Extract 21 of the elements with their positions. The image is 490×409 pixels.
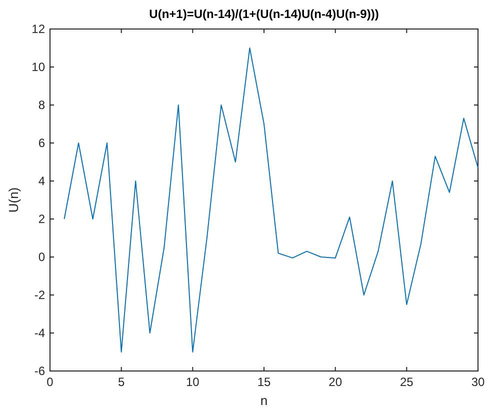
y-tick-label: -4 xyxy=(34,326,46,340)
line-series xyxy=(64,48,478,352)
x-axis-title: n xyxy=(260,393,268,408)
x-tick-label: 10 xyxy=(186,375,200,389)
x-tick-label: 0 xyxy=(46,375,54,389)
x-tick-label: 20 xyxy=(328,375,342,389)
y-tick-label: 10 xyxy=(32,60,46,74)
chart-title: U(n+1)=U(n-14)/(1+(U(n-14)U(n-4)U(n-9))) xyxy=(149,7,379,21)
y-tick-label: 8 xyxy=(38,98,46,112)
y-tick-label: 4 xyxy=(38,174,46,188)
y-tick-label: -6 xyxy=(34,364,46,378)
y-tick-label: 6 xyxy=(38,136,46,150)
x-tick-label: 30 xyxy=(471,375,485,389)
y-tick-label: -2 xyxy=(34,288,46,302)
y-tick-label: 0 xyxy=(38,250,46,264)
x-tick-label: 15 xyxy=(257,375,271,389)
x-tick-label: 5 xyxy=(118,375,125,389)
y-tick-label: 2 xyxy=(38,212,46,226)
y-tick-label: 12 xyxy=(32,22,46,36)
x-tick-label: 25 xyxy=(400,375,414,389)
y-axis-title: U(n) xyxy=(6,187,21,213)
